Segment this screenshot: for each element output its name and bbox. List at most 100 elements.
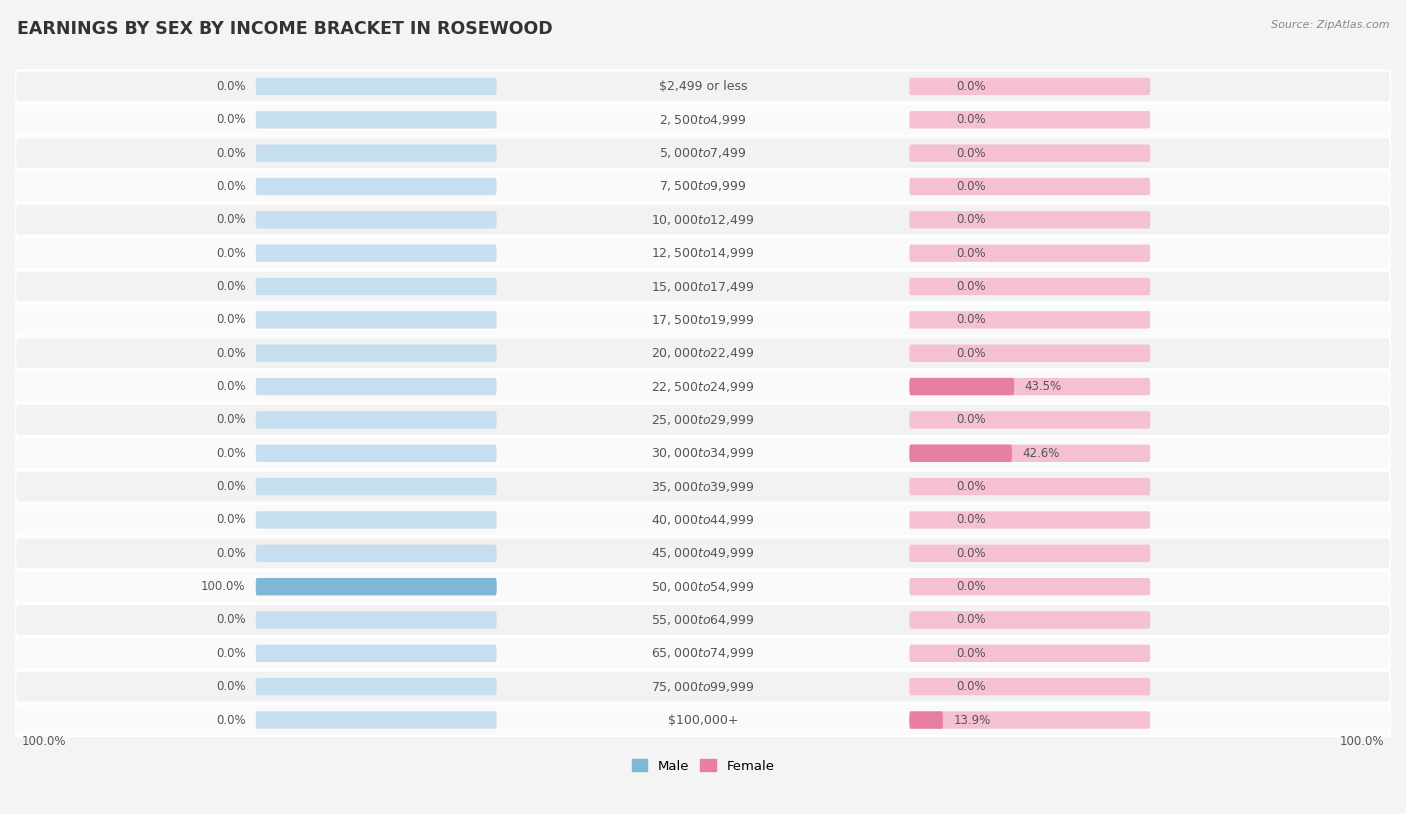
Text: 0.0%: 0.0%: [217, 313, 246, 326]
FancyBboxPatch shape: [910, 78, 1150, 95]
Text: 100.0%: 100.0%: [201, 580, 246, 593]
FancyBboxPatch shape: [910, 545, 1150, 562]
Text: $65,000 to $74,999: $65,000 to $74,999: [651, 646, 755, 660]
Text: $25,000 to $29,999: $25,000 to $29,999: [651, 413, 755, 427]
Text: 0.0%: 0.0%: [217, 480, 246, 493]
FancyBboxPatch shape: [256, 311, 496, 329]
Text: 42.6%: 42.6%: [1022, 447, 1060, 460]
FancyBboxPatch shape: [256, 578, 496, 595]
FancyBboxPatch shape: [256, 444, 496, 462]
Text: 0.0%: 0.0%: [217, 547, 246, 560]
FancyBboxPatch shape: [256, 211, 496, 229]
Text: $10,000 to $12,499: $10,000 to $12,499: [651, 212, 755, 227]
FancyBboxPatch shape: [15, 137, 1391, 169]
Text: $20,000 to $22,499: $20,000 to $22,499: [651, 346, 755, 361]
FancyBboxPatch shape: [15, 604, 1391, 636]
FancyBboxPatch shape: [256, 411, 496, 429]
FancyBboxPatch shape: [910, 711, 1150, 729]
Text: $50,000 to $54,999: $50,000 to $54,999: [651, 580, 755, 593]
Text: 0.0%: 0.0%: [956, 580, 986, 593]
Text: $7,500 to $9,999: $7,500 to $9,999: [659, 179, 747, 194]
Text: $2,500 to $4,999: $2,500 to $4,999: [659, 113, 747, 127]
Text: 0.0%: 0.0%: [956, 313, 986, 326]
FancyBboxPatch shape: [256, 611, 496, 628]
FancyBboxPatch shape: [910, 444, 1150, 462]
FancyBboxPatch shape: [256, 378, 496, 396]
FancyBboxPatch shape: [15, 104, 1391, 136]
FancyBboxPatch shape: [910, 444, 1012, 462]
FancyBboxPatch shape: [910, 378, 1150, 396]
FancyBboxPatch shape: [256, 78, 496, 95]
Text: 0.0%: 0.0%: [217, 447, 246, 460]
Text: $45,000 to $49,999: $45,000 to $49,999: [651, 546, 755, 560]
Text: 0.0%: 0.0%: [217, 347, 246, 360]
Text: $75,000 to $99,999: $75,000 to $99,999: [651, 680, 755, 694]
Text: $17,500 to $19,999: $17,500 to $19,999: [651, 313, 755, 327]
Text: 0.0%: 0.0%: [217, 213, 246, 226]
Text: 13.9%: 13.9%: [953, 714, 990, 727]
Text: 0.0%: 0.0%: [217, 681, 246, 694]
Text: $15,000 to $17,499: $15,000 to $17,499: [651, 279, 755, 294]
Text: $40,000 to $44,999: $40,000 to $44,999: [651, 513, 755, 527]
FancyBboxPatch shape: [15, 270, 1391, 303]
Text: $100,000+: $100,000+: [668, 714, 738, 727]
FancyBboxPatch shape: [15, 71, 1391, 103]
Text: 0.0%: 0.0%: [217, 80, 246, 93]
FancyBboxPatch shape: [15, 571, 1391, 602]
FancyBboxPatch shape: [910, 611, 1150, 628]
FancyBboxPatch shape: [15, 637, 1391, 669]
Text: 0.0%: 0.0%: [217, 180, 246, 193]
Text: 0.0%: 0.0%: [956, 180, 986, 193]
Legend: Male, Female: Male, Female: [626, 754, 780, 778]
FancyBboxPatch shape: [256, 578, 496, 595]
Text: $12,500 to $14,999: $12,500 to $14,999: [651, 246, 755, 260]
Text: 100.0%: 100.0%: [22, 735, 66, 748]
Text: 0.0%: 0.0%: [217, 113, 246, 126]
Text: 100.0%: 100.0%: [1340, 735, 1384, 748]
Text: 0.0%: 0.0%: [956, 514, 986, 527]
Text: $5,000 to $7,499: $5,000 to $7,499: [659, 147, 747, 160]
Text: 0.0%: 0.0%: [217, 514, 246, 527]
FancyBboxPatch shape: [910, 678, 1150, 695]
FancyBboxPatch shape: [910, 378, 1014, 396]
Text: 0.0%: 0.0%: [956, 247, 986, 260]
FancyBboxPatch shape: [910, 112, 1150, 129]
FancyBboxPatch shape: [910, 278, 1150, 295]
FancyBboxPatch shape: [910, 344, 1150, 362]
Text: Source: ZipAtlas.com: Source: ZipAtlas.com: [1271, 20, 1389, 30]
FancyBboxPatch shape: [15, 337, 1391, 370]
Text: 0.0%: 0.0%: [217, 147, 246, 160]
Text: $22,500 to $24,999: $22,500 to $24,999: [651, 379, 755, 393]
Text: $30,000 to $34,999: $30,000 to $34,999: [651, 446, 755, 460]
Text: 0.0%: 0.0%: [956, 80, 986, 93]
FancyBboxPatch shape: [256, 112, 496, 129]
FancyBboxPatch shape: [15, 404, 1391, 436]
FancyBboxPatch shape: [256, 545, 496, 562]
FancyBboxPatch shape: [15, 470, 1391, 502]
Text: 0.0%: 0.0%: [217, 247, 246, 260]
FancyBboxPatch shape: [15, 671, 1391, 702]
Text: $55,000 to $64,999: $55,000 to $64,999: [651, 613, 755, 627]
FancyBboxPatch shape: [910, 578, 1150, 595]
FancyBboxPatch shape: [256, 177, 496, 195]
Text: 0.0%: 0.0%: [956, 414, 986, 427]
FancyBboxPatch shape: [910, 478, 1150, 495]
FancyBboxPatch shape: [256, 711, 496, 729]
Text: $2,499 or less: $2,499 or less: [659, 80, 747, 93]
Text: 0.0%: 0.0%: [217, 647, 246, 660]
FancyBboxPatch shape: [15, 704, 1391, 736]
FancyBboxPatch shape: [256, 511, 496, 528]
Text: $35,000 to $39,999: $35,000 to $39,999: [651, 479, 755, 493]
FancyBboxPatch shape: [15, 237, 1391, 269]
Text: 0.0%: 0.0%: [956, 213, 986, 226]
FancyBboxPatch shape: [256, 144, 496, 162]
Text: 0.0%: 0.0%: [956, 681, 986, 694]
FancyBboxPatch shape: [910, 144, 1150, 162]
Text: 43.5%: 43.5%: [1025, 380, 1062, 393]
FancyBboxPatch shape: [15, 370, 1391, 403]
Text: 0.0%: 0.0%: [217, 280, 246, 293]
Text: 0.0%: 0.0%: [956, 647, 986, 660]
FancyBboxPatch shape: [15, 304, 1391, 336]
FancyBboxPatch shape: [910, 311, 1150, 329]
FancyBboxPatch shape: [256, 344, 496, 362]
